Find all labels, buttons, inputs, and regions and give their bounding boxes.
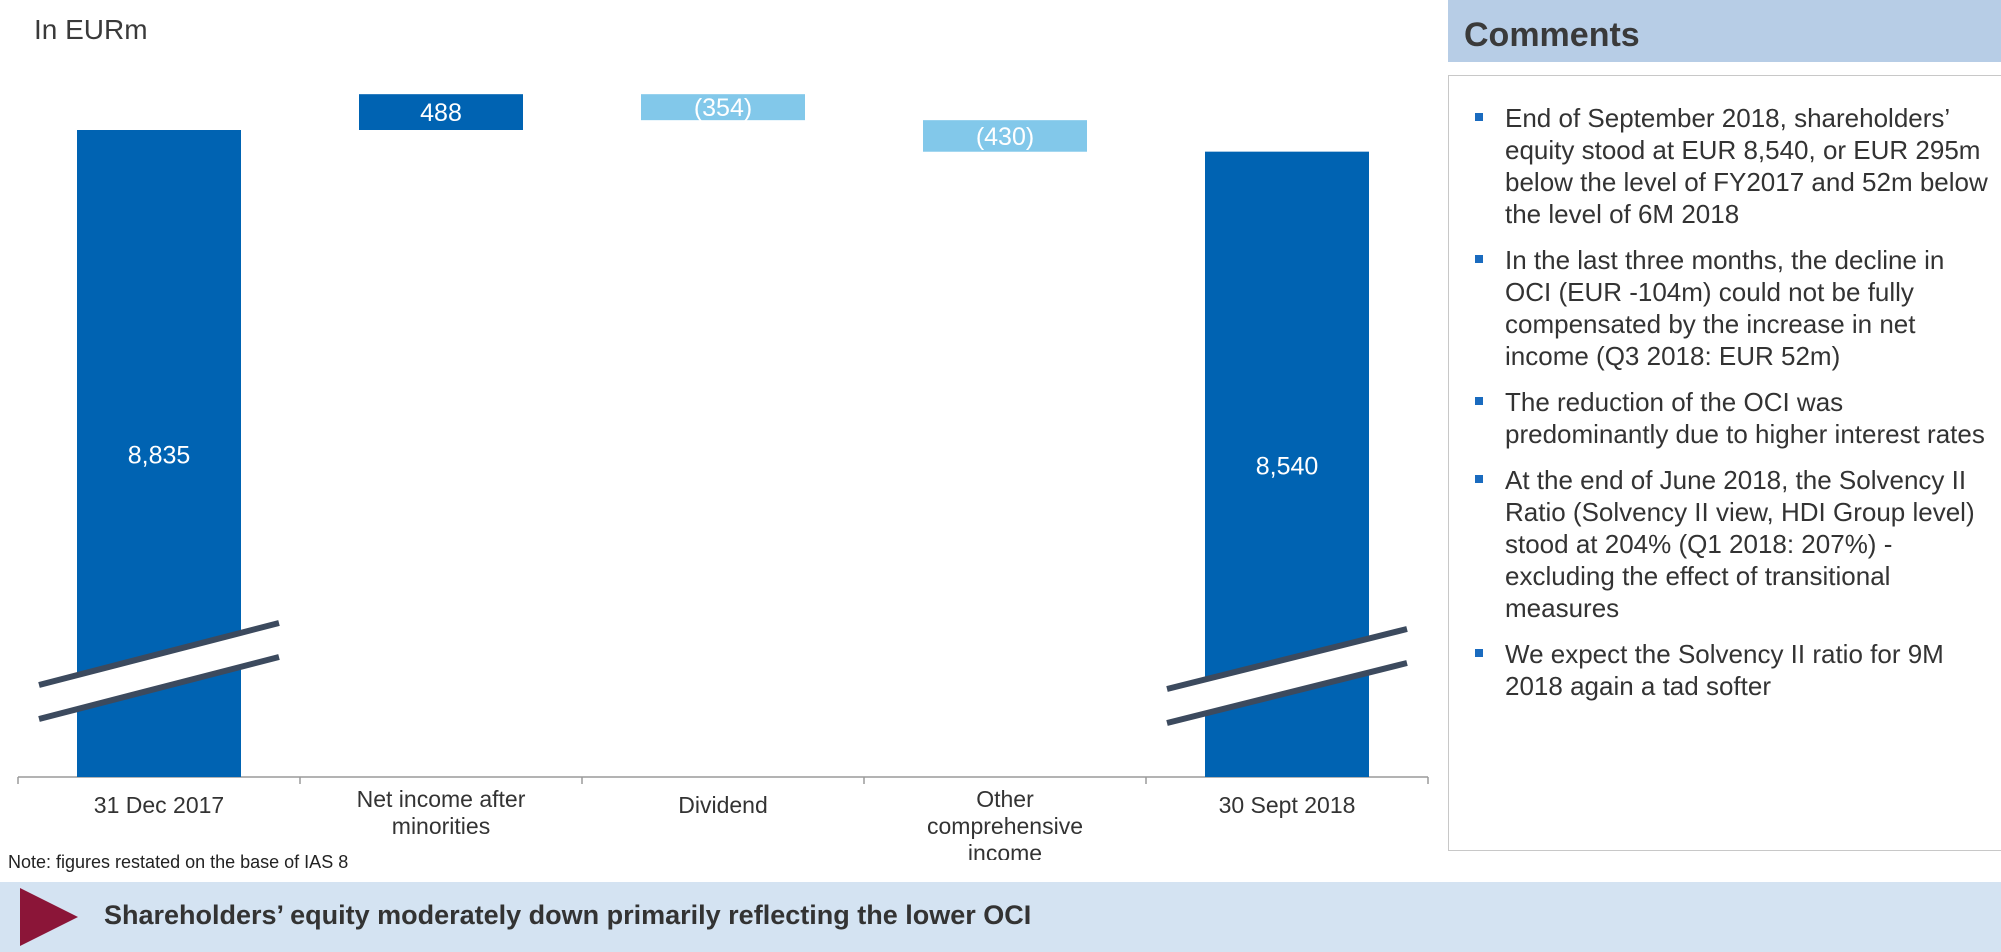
comment-item: We expect the Solvency II ratio for 9M 2… — [1475, 638, 1989, 702]
comment-item: End of September 2018, shareholders’ equ… — [1475, 102, 1989, 230]
axis-break-gap — [39, 623, 279, 719]
axis-break-line — [1166, 660, 1408, 726]
comment-item: In the last three months, the decline in… — [1475, 244, 1989, 372]
category-label: Net income after — [357, 786, 526, 812]
category-label: comprehensive — [927, 813, 1083, 839]
comment-item: At the end of June 2018, the Solvency II… — [1475, 464, 1989, 624]
category-label: Dividend — [678, 792, 768, 818]
data-label: 8,540 — [1256, 452, 1319, 480]
unit-label: In EURm — [34, 14, 148, 45]
bar — [359, 94, 523, 130]
category-label: minorities — [392, 813, 490, 839]
comments-box: End of September 2018, shareholders’ equ… — [1448, 75, 2001, 851]
axis-break-line — [1166, 626, 1408, 692]
data-label: 8,835 — [128, 442, 191, 470]
data-label: 488 — [420, 99, 462, 127]
data-label: (430) — [976, 123, 1034, 151]
comments-list: End of September 2018, shareholders’ equ… — [1449, 76, 2001, 702]
comments-title: Comments — [1448, 0, 2001, 62]
category-label: 30 Sept 2018 — [1219, 792, 1356, 818]
takeaway-banner: Shareholders’ equity moderately down pri… — [0, 882, 2001, 952]
bar — [923, 120, 1087, 152]
waterfall-chart: 8,835 31 Dec 2017 488 Net income afterminor… — [17, 94, 1429, 860]
comments-panel: Comments End of September 2018, sharehol… — [1448, 0, 2001, 852]
category-label: Other — [976, 786, 1034, 812]
bar — [641, 94, 805, 121]
axis-break-line — [38, 620, 280, 688]
chart-note: Note: figures restated on the base of IA… — [8, 852, 349, 872]
category-label: income — [968, 840, 1042, 860]
comment-item: The reduction of the OCI was predominant… — [1475, 386, 1989, 450]
play-arrow-icon — [20, 888, 78, 946]
data-label: (354) — [694, 94, 752, 122]
axis-break-line — [38, 654, 280, 722]
takeaway-text: Shareholders’ equity moderately down pri… — [104, 900, 1032, 930]
axis-break-gap — [1167, 629, 1407, 723]
category-label: 31 Dec 2017 — [94, 792, 224, 818]
